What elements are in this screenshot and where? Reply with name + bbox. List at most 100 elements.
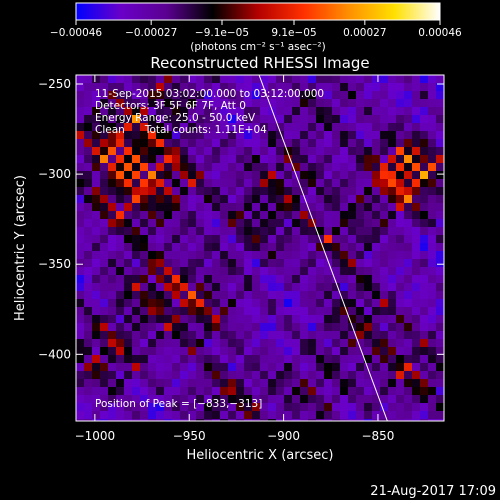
heatmap-cell <box>116 363 125 372</box>
heatmap-cell <box>148 395 157 404</box>
heatmap-cell <box>220 227 229 236</box>
x-tick-label: −1000 <box>75 429 116 443</box>
heatmap-cell <box>380 411 389 420</box>
heatmap-cell <box>76 211 85 220</box>
heatmap-cell <box>372 299 381 308</box>
heatmap-cell <box>420 395 429 404</box>
heatmap-cell <box>132 155 141 164</box>
heatmap-cell <box>196 315 205 324</box>
heatmap-cell <box>284 339 293 348</box>
heatmap-cell <box>292 115 301 124</box>
heatmap-cell <box>140 203 149 212</box>
heatmap-cell <box>372 275 381 284</box>
heatmap-cell <box>116 387 125 396</box>
heatmap-cell <box>116 219 125 228</box>
heatmap-cell <box>228 395 237 404</box>
heatmap-cell <box>100 379 109 388</box>
heatmap-cell <box>164 219 173 228</box>
heatmap-cell <box>220 363 229 372</box>
heatmap-cell <box>348 395 357 404</box>
heatmap-cell <box>156 179 165 188</box>
heatmap-cell <box>356 219 365 228</box>
heatmap-cell <box>156 299 165 308</box>
heatmap-cell <box>332 331 341 340</box>
heatmap-cell <box>404 227 413 236</box>
heatmap-cell <box>236 243 245 252</box>
heatmap-cell <box>236 267 245 276</box>
heatmap-cell <box>404 131 413 140</box>
heatmap-cell <box>172 211 181 220</box>
heatmap-cell <box>316 123 325 132</box>
heatmap-cell <box>100 339 109 348</box>
heatmap-cell <box>164 411 173 420</box>
heatmap-cell <box>252 299 261 308</box>
heatmap-cell <box>372 371 381 380</box>
heatmap-cell <box>212 115 221 124</box>
heatmap-cell <box>340 387 349 396</box>
heatmap-cell <box>436 387 444 396</box>
heatmap-cell <box>212 275 221 284</box>
heatmap-cell <box>204 83 213 92</box>
heatmap-cell <box>204 259 213 268</box>
heatmap-cell <box>396 339 405 348</box>
heatmap-cell <box>132 99 141 108</box>
heatmap-cell <box>108 243 117 252</box>
info-line-detectors: Detectors: 3F 5F 6F 7F, Att 0 <box>95 100 246 112</box>
heatmap-cell <box>196 107 205 116</box>
heatmap-cell <box>108 355 117 364</box>
heatmap-cell <box>164 131 173 140</box>
heatmap-cell <box>420 107 429 116</box>
heatmap-cell <box>276 267 285 276</box>
heatmap-cell <box>428 171 437 180</box>
heatmap-cell <box>100 227 109 236</box>
heatmap-cell <box>244 195 253 204</box>
heatmap-cell <box>108 379 117 388</box>
heatmap-cell <box>268 267 277 276</box>
heatmap-cell <box>188 107 197 116</box>
heatmap-cell <box>340 323 349 332</box>
heatmap-cell <box>420 355 429 364</box>
heatmap-cell <box>116 91 125 100</box>
heatmap-cell <box>164 395 173 404</box>
heatmap-cell <box>212 315 221 324</box>
heatmap-cell <box>84 259 93 268</box>
heatmap-cell <box>300 251 309 260</box>
heatmap-cell <box>276 371 285 380</box>
peak-position-label: Position of Peak = [−833,−313] <box>95 398 262 410</box>
heatmap-cell <box>188 371 197 380</box>
heatmap-cell <box>292 259 301 268</box>
heatmap-cell <box>300 355 309 364</box>
heatmap-cell <box>252 131 261 140</box>
heatmap-cell <box>188 91 197 100</box>
heatmap-cell <box>428 347 437 356</box>
y-axis-ticks: −250−300−350−400 <box>38 77 444 361</box>
heatmap-cell <box>252 123 261 132</box>
heatmap-cell <box>380 355 389 364</box>
heatmap-cell <box>124 387 133 396</box>
heatmap-cell <box>236 379 245 388</box>
heatmap-cell <box>364 251 373 260</box>
heatmap-cell <box>164 83 173 92</box>
heatmap-cell <box>164 323 173 332</box>
heatmap-cell <box>396 395 405 404</box>
heatmap-cell <box>292 275 301 284</box>
heatmap-cell <box>300 299 309 308</box>
heatmap-cell <box>260 315 269 324</box>
heatmap-cell <box>100 139 109 148</box>
heatmap-cell <box>76 315 85 324</box>
heatmap-cell <box>76 147 85 156</box>
heatmap-cell <box>436 299 444 308</box>
heatmap-cell <box>148 411 157 420</box>
heatmap-cell <box>316 267 325 276</box>
heatmap-cell <box>76 219 85 228</box>
heatmap-cell <box>364 419 373 421</box>
heatmap-cell <box>412 347 421 356</box>
heatmap-cell <box>76 75 85 84</box>
heatmap-cell <box>252 419 261 421</box>
heatmap-cell <box>108 363 117 372</box>
heatmap-cell <box>420 227 429 236</box>
heatmap-cell <box>228 75 237 84</box>
heatmap-cell <box>404 379 413 388</box>
heatmap-cell <box>284 243 293 252</box>
heatmap-cell <box>380 123 389 132</box>
